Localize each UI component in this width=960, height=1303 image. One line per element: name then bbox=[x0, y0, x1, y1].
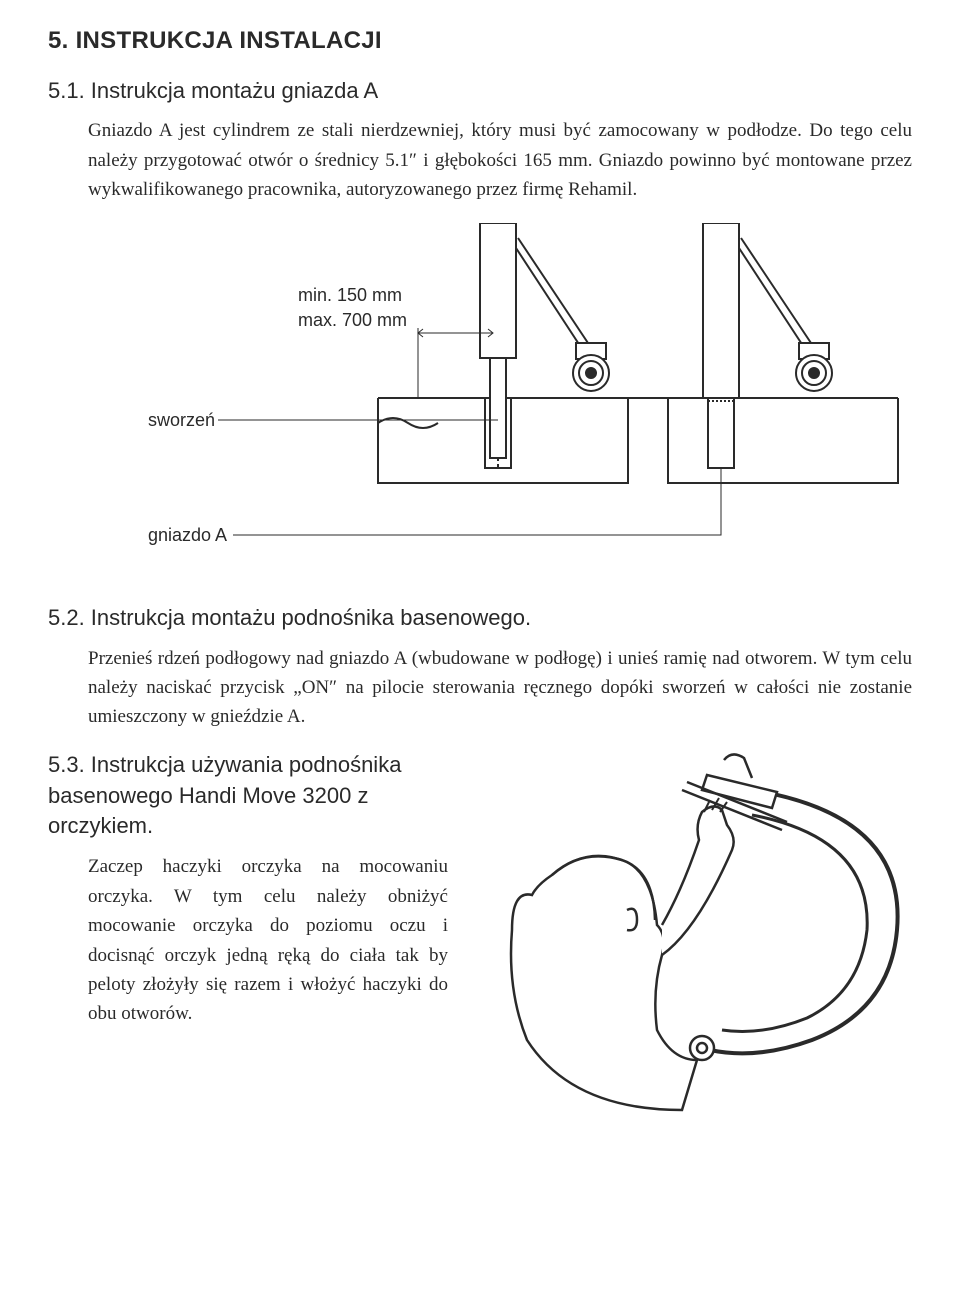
diagram-spreader-bar bbox=[452, 730, 912, 1120]
section-5-1-heading: 5.1. Instrukcja montażu gniazda A bbox=[48, 76, 912, 107]
section-5-3-heading: 5.3. Instrukcja używania podnośnika base… bbox=[48, 750, 478, 842]
socket-diagram-svg bbox=[48, 223, 948, 593]
page-title: 5. INSTRUKCJA INSTALACJI bbox=[48, 24, 912, 58]
section-5-2-body: Przenieś rdzeń podłogowy nad gniazdo A (… bbox=[48, 644, 912, 732]
section-5-2-heading: 5.2. Instrukcja montażu podnośnika basen… bbox=[48, 603, 912, 634]
diagram-socket-installation: min. 150 mm max. 700 mm sworzeń gniazdo … bbox=[48, 223, 912, 593]
section-5-1-body: Gniazdo A jest cylindrem ze stali nierdz… bbox=[48, 116, 912, 204]
spreader-bar-svg bbox=[452, 730, 912, 1120]
section-5-3-body: Zaczep haczyki orczyka na mocowaniu orcz… bbox=[48, 852, 448, 1029]
